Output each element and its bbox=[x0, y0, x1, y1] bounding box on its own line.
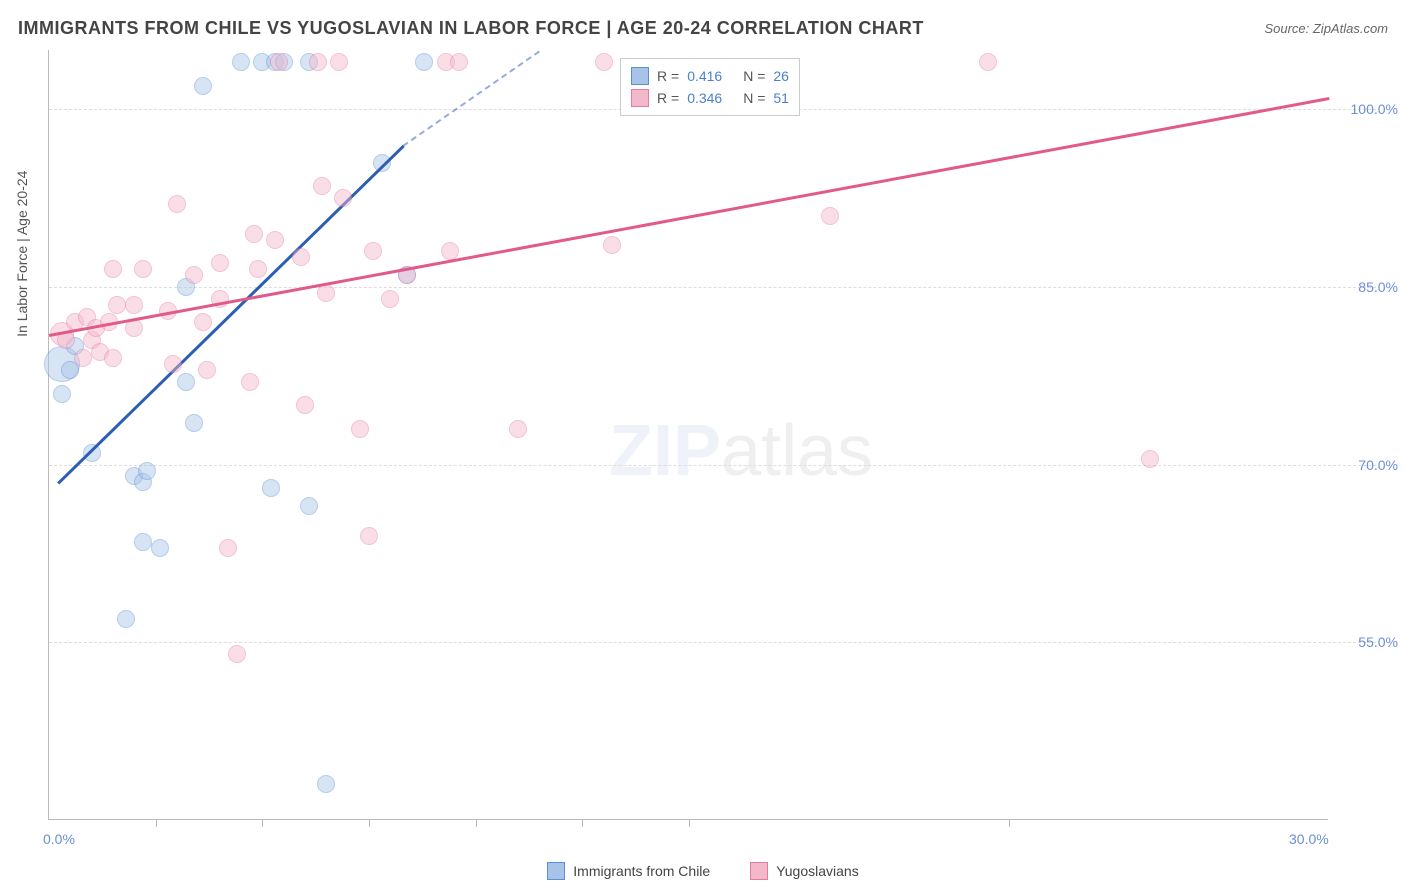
scatter-point bbox=[125, 319, 143, 337]
x-tick bbox=[262, 819, 263, 827]
x-tick bbox=[689, 819, 690, 827]
x-tick bbox=[582, 819, 583, 827]
watermark: ZIPatlas bbox=[609, 410, 873, 492]
scatter-point bbox=[270, 53, 288, 71]
scatter-point bbox=[138, 462, 156, 480]
legend-swatch bbox=[631, 89, 649, 107]
watermark-thin: atlas bbox=[721, 411, 873, 491]
x-tick-label: 30.0% bbox=[1289, 831, 1329, 847]
series-legend: Immigrants from Chile Yugoslavians bbox=[0, 862, 1406, 880]
x-tick bbox=[156, 819, 157, 827]
stats-row: R = 0.346 N = 51 bbox=[631, 87, 789, 109]
scatter-point bbox=[134, 260, 152, 278]
scatter-point bbox=[83, 444, 101, 462]
x-tick bbox=[1009, 819, 1010, 827]
scatter-point bbox=[296, 396, 314, 414]
scatter-point bbox=[1141, 450, 1159, 468]
scatter-point bbox=[979, 53, 997, 71]
trend-line bbox=[49, 97, 1329, 336]
x-tick bbox=[369, 819, 370, 827]
n-label: N = bbox=[743, 65, 765, 87]
r-value: 0.346 bbox=[687, 87, 735, 109]
scatter-point bbox=[364, 242, 382, 260]
title-bar: IMMIGRANTS FROM CHILE VS YUGOSLAVIAN IN … bbox=[18, 18, 1388, 39]
legend-item: Yugoslavians bbox=[750, 862, 859, 880]
scatter-point bbox=[108, 296, 126, 314]
scatter-point bbox=[262, 479, 280, 497]
scatter-point bbox=[450, 53, 468, 71]
gridline-h bbox=[49, 287, 1376, 288]
chart-plot-area: ZIPatlas 55.0%70.0%85.0%100.0%0.0%30.0% bbox=[48, 50, 1328, 820]
scatter-point bbox=[309, 53, 327, 71]
legend-swatch bbox=[547, 862, 565, 880]
scatter-point bbox=[317, 284, 335, 302]
legend-swatch bbox=[631, 67, 649, 85]
scatter-point bbox=[151, 539, 169, 557]
n-value: 51 bbox=[773, 87, 789, 109]
scatter-point bbox=[300, 497, 318, 515]
scatter-point bbox=[313, 177, 331, 195]
scatter-point bbox=[53, 385, 71, 403]
chart-title: IMMIGRANTS FROM CHILE VS YUGOSLAVIAN IN … bbox=[18, 18, 924, 39]
stats-row: R = 0.416 N = 26 bbox=[631, 65, 789, 87]
scatter-point bbox=[415, 53, 433, 71]
scatter-point bbox=[245, 225, 263, 243]
gridline-h bbox=[49, 642, 1376, 643]
scatter-point bbox=[266, 231, 284, 249]
scatter-point bbox=[198, 361, 216, 379]
n-label: N = bbox=[743, 87, 765, 109]
scatter-point bbox=[292, 248, 310, 266]
watermark-bold: ZIP bbox=[609, 411, 721, 491]
scatter-point bbox=[373, 154, 391, 172]
r-label: R = bbox=[657, 87, 679, 109]
legend-label: Yugoslavians bbox=[776, 863, 859, 879]
scatter-point bbox=[603, 236, 621, 254]
scatter-point bbox=[317, 775, 335, 793]
scatter-point bbox=[134, 533, 152, 551]
r-value: 0.416 bbox=[687, 65, 735, 87]
scatter-point bbox=[104, 260, 122, 278]
scatter-point bbox=[249, 260, 267, 278]
y-tick-label: 100.0% bbox=[1351, 101, 1398, 117]
scatter-point bbox=[211, 254, 229, 272]
scatter-point bbox=[821, 207, 839, 225]
scatter-point bbox=[104, 349, 122, 367]
scatter-point bbox=[330, 53, 348, 71]
y-tick-label: 55.0% bbox=[1358, 634, 1398, 650]
y-tick-label: 85.0% bbox=[1358, 279, 1398, 295]
scatter-point bbox=[185, 414, 203, 432]
legend-item: Immigrants from Chile bbox=[547, 862, 710, 880]
scatter-point bbox=[185, 266, 203, 284]
scatter-point bbox=[117, 610, 135, 628]
stats-legend-box: R = 0.416 N = 26 R = 0.346 N = 51 bbox=[620, 58, 800, 116]
scatter-point bbox=[334, 189, 352, 207]
y-axis-title: In Labor Force | Age 20-24 bbox=[14, 171, 30, 337]
scatter-point bbox=[194, 77, 212, 95]
scatter-point bbox=[164, 355, 182, 373]
scatter-point bbox=[381, 290, 399, 308]
n-value: 26 bbox=[773, 65, 789, 87]
scatter-point bbox=[351, 420, 369, 438]
r-label: R = bbox=[657, 65, 679, 87]
x-tick bbox=[476, 819, 477, 827]
scatter-point bbox=[168, 195, 186, 213]
scatter-point bbox=[241, 373, 259, 391]
source-label: Source: ZipAtlas.com bbox=[1264, 21, 1388, 36]
scatter-point bbox=[232, 53, 250, 71]
scatter-point bbox=[509, 420, 527, 438]
scatter-point bbox=[177, 373, 195, 391]
scatter-point bbox=[595, 53, 613, 71]
legend-swatch bbox=[750, 862, 768, 880]
legend-label: Immigrants from Chile bbox=[573, 863, 710, 879]
scatter-point bbox=[125, 296, 143, 314]
scatter-point bbox=[219, 539, 237, 557]
y-tick-label: 70.0% bbox=[1358, 457, 1398, 473]
scatter-point bbox=[74, 349, 92, 367]
scatter-point bbox=[228, 645, 246, 663]
scatter-point bbox=[360, 527, 378, 545]
x-tick-label: 0.0% bbox=[43, 831, 75, 847]
scatter-point bbox=[194, 313, 212, 331]
gridline-h bbox=[49, 465, 1376, 466]
